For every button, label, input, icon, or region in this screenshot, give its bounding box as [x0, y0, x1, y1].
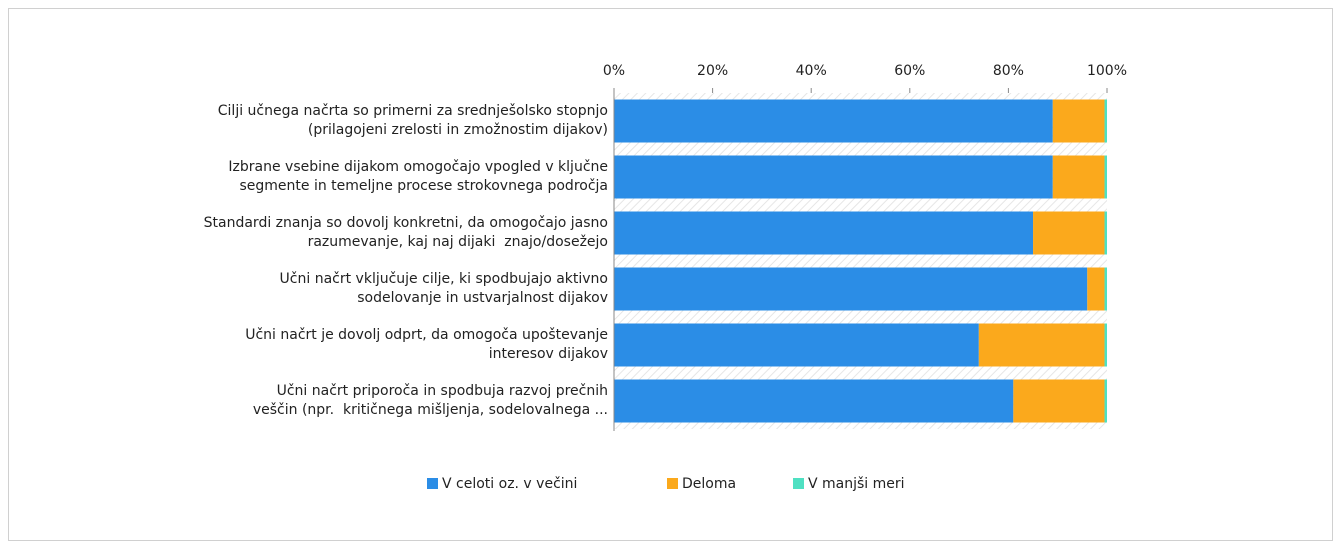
- legend-swatch: [793, 478, 804, 489]
- category-label: Standardi znanja so dovolj konkretni, da…: [203, 215, 608, 250]
- bar-segment: [614, 267, 1088, 311]
- bar-segment: [614, 155, 1053, 199]
- bar-segment: [1104, 155, 1107, 199]
- bar-segment: [1013, 379, 1105, 423]
- bar-segment: [1052, 99, 1105, 143]
- legend-label: Deloma: [682, 476, 736, 492]
- bar-segment: [614, 379, 1014, 423]
- category-label: Učni načrt priporoča in spodbuja razvoj …: [252, 383, 608, 418]
- x-tick-label: 60%: [894, 63, 925, 79]
- x-tick-label: 0%: [603, 63, 625, 79]
- category-label: Učni načrt je dovolj odprt, da omogoča u…: [245, 327, 608, 362]
- bar-segment: [1104, 211, 1107, 255]
- bar-segment: [614, 99, 1053, 143]
- legend-swatch: [667, 478, 678, 489]
- category-label: Učni načrt vključuje cilje, ki spodbujaj…: [279, 271, 608, 306]
- bar-segment: [1104, 267, 1107, 311]
- bar-segment: [614, 323, 979, 367]
- bar-segment: [1104, 379, 1107, 423]
- bar-segment: [1087, 267, 1105, 311]
- bar-segment: [1104, 323, 1107, 367]
- bar-segment: [978, 323, 1105, 367]
- legend-swatch: [427, 478, 438, 489]
- bar-segment: [1104, 99, 1107, 143]
- category-label: Cilji učnega načrta so primerni za sredn…: [217, 103, 608, 138]
- x-tick-label: 80%: [993, 63, 1024, 79]
- legend-label: V manjši meri: [808, 476, 905, 492]
- bar-segment: [1052, 155, 1105, 199]
- bar-segment: [1033, 211, 1105, 255]
- x-tick-label: 100%: [1087, 63, 1127, 79]
- chart-frame: [8, 8, 1333, 541]
- legend-label: V celoti oz. v večini: [442, 476, 577, 492]
- plot-background: [614, 93, 1107, 429]
- x-tick-label: 20%: [697, 63, 728, 79]
- bar-segment: [614, 211, 1034, 255]
- x-tick-label: 40%: [796, 63, 827, 79]
- category-label: Izbrane vsebine dijakom omogočajo vpogle…: [228, 159, 608, 194]
